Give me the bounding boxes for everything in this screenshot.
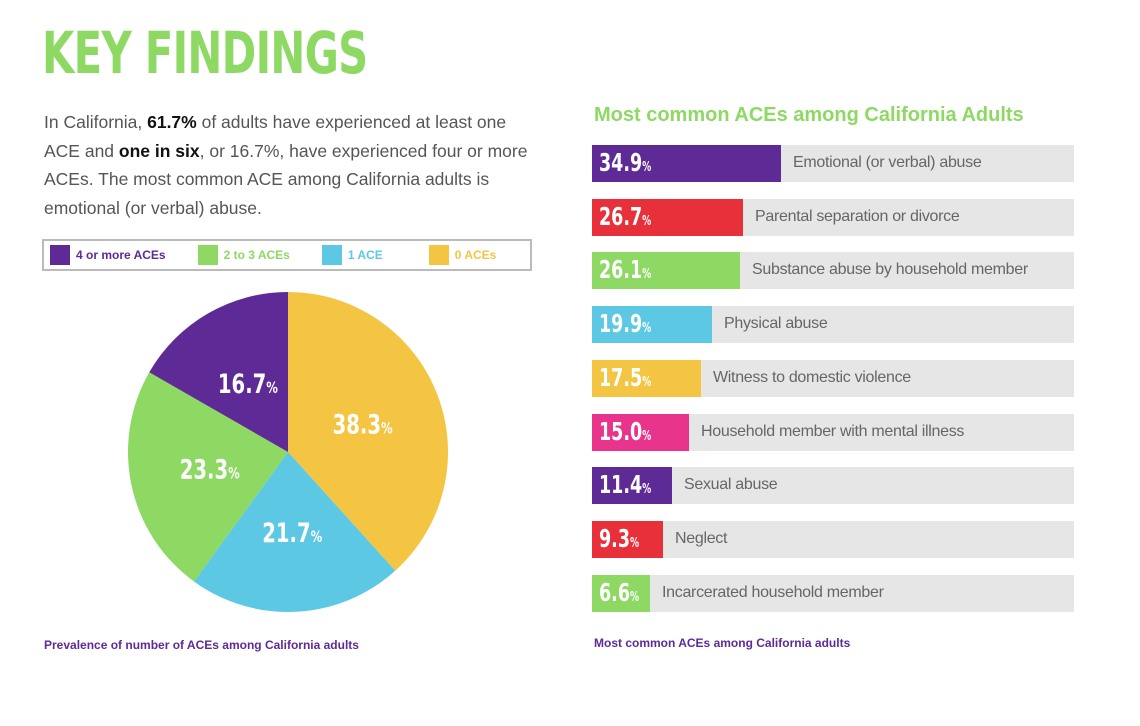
bar-value: 11.4% [599, 470, 652, 500]
pie-slice [149, 292, 288, 452]
bar: 15.0% [592, 413, 689, 451]
legend-swatch [428, 245, 449, 265]
bar: 6.6% [592, 574, 650, 612]
bar-label: Sexual abuse [684, 476, 778, 494]
pie-caption: Prevalence of number of ACEs among Calif… [44, 638, 359, 652]
bar-row: 17.5% Witness to domestic violence [592, 359, 1074, 397]
bar-value: 26.7% [599, 201, 652, 231]
intro-text: , or 16.7%, have experienced four or mor… [44, 140, 528, 218]
bar-row: 9.3% Neglect [592, 520, 1074, 558]
bar-label: Physical abuse [724, 315, 828, 333]
bar-value: 19.9% [599, 309, 652, 339]
legend-item: 4 or more ACEs [50, 245, 192, 265]
legend-item: 1 ACE [321, 245, 423, 265]
pie-slice [288, 292, 449, 571]
intro-paragraph: In California, 61.7% of adults have expe… [44, 108, 544, 222]
legend-swatch [50, 245, 70, 265]
bar-row: 26.1% Substance abuse by household member [592, 252, 1074, 290]
legend-label: 1 ACE [347, 248, 383, 262]
bar-value: 17.5% [599, 362, 652, 392]
page-title: KEY FINDINGS [42, 19, 368, 87]
pie-legend: 4 or more ACEs 2 to 3 ACEs 1 ACE 0 ACEs [42, 239, 532, 271]
bar-row: 15.0% Household member with mental illnes… [592, 413, 1074, 451]
bar-label: Household member with mental illness [701, 422, 965, 440]
bar: 11.4% [592, 467, 672, 505]
legend-item: 2 to 3 ACEs [197, 245, 316, 265]
bar-value: 9.3% [599, 523, 640, 553]
legend-swatch [197, 245, 218, 265]
bar-label: Emotional (or verbal) abuse [793, 154, 982, 171]
bar-row: 34.9% Emotional (or verbal) abuse [592, 145, 1074, 182]
bar: 26.1% [592, 252, 740, 290]
bar-row: 6.6% Incarcerated household member [592, 574, 1074, 612]
bar-value: 34.9% [599, 148, 652, 177]
legend-item: 0 ACEs [428, 245, 497, 265]
intro-highlight: 61.7% [147, 112, 197, 132]
bar-value: 15.0% [599, 416, 652, 446]
bar-row: 19.9% Physical abuse [592, 306, 1074, 344]
bar-caption: Most common ACEs among California adults [594, 636, 851, 650]
bar: 9.3% [592, 520, 663, 558]
legend-label: 4 or more ACEs [76, 248, 166, 262]
bar: 17.5% [592, 359, 701, 397]
bar-row: 11.4% Sexual abuse [592, 467, 1074, 505]
bar-chart-title: Most common ACEs among California Adults [594, 104, 1024, 126]
bar: 34.9% [592, 145, 781, 182]
legend-label: 2 to 3 ACEs [223, 248, 290, 262]
bar-label: Parental separation or divorce [755, 207, 960, 225]
intro-text: of adults have experienced at least one … [44, 112, 507, 161]
legend-label: 0 ACEs [454, 248, 497, 262]
bar: 26.7% [592, 198, 743, 236]
bar-label: Neglect [675, 529, 728, 547]
bar-row: 26.7% Parental separation or divorce [592, 198, 1074, 236]
bar-label: Substance abuse by household member [752, 261, 1028, 279]
intro-highlight: one in six [118, 140, 200, 161]
bar-label: Incarcerated household member [662, 583, 884, 601]
bar: 19.9% [592, 306, 712, 344]
bar-value: 26.1% [599, 255, 652, 285]
bar-value: 6.6% [599, 577, 640, 607]
bar-label: Witness to domestic violence [713, 368, 911, 386]
legend-swatch [321, 245, 342, 265]
pie-slice [193, 452, 396, 612]
pie-slice [127, 372, 288, 582]
intro-text: In California, [44, 112, 148, 132]
pie-chart: 38.3%21.7%23.3%16.7% [127, 292, 449, 612]
